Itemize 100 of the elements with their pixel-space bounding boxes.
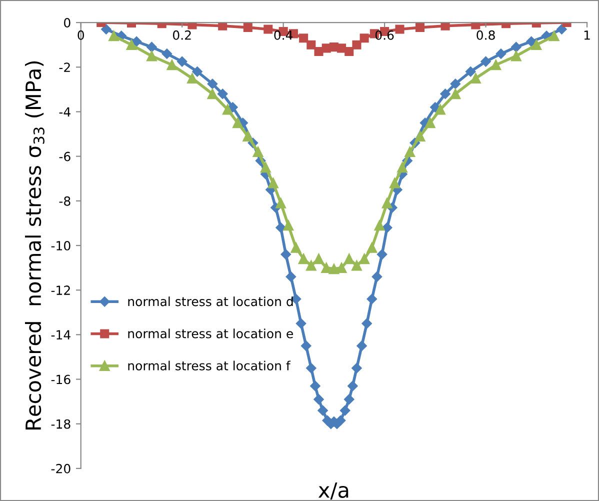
y-tick-label: -2 xyxy=(59,62,70,72)
point xyxy=(108,30,119,42)
point xyxy=(414,131,426,142)
point xyxy=(435,104,446,115)
point xyxy=(382,222,392,233)
point xyxy=(268,178,278,188)
point xyxy=(131,36,142,47)
point xyxy=(366,242,378,253)
point xyxy=(218,22,228,30)
point xyxy=(344,394,354,404)
point xyxy=(314,254,324,264)
point xyxy=(306,260,316,271)
point xyxy=(252,146,264,158)
point xyxy=(395,24,404,34)
point xyxy=(344,254,354,264)
point xyxy=(480,56,491,67)
point xyxy=(344,47,354,56)
point xyxy=(276,222,286,233)
point xyxy=(510,50,522,62)
point xyxy=(382,198,392,208)
point xyxy=(366,294,378,304)
legend-label: normal stress at location e xyxy=(128,328,293,338)
point xyxy=(440,22,450,30)
point xyxy=(217,88,228,99)
point xyxy=(283,220,294,231)
point xyxy=(176,56,188,67)
point xyxy=(166,60,178,70)
point xyxy=(450,78,461,89)
point xyxy=(242,131,254,142)
y-axis-title: Recovered normal stress σ$_{33}$ (MPa) xyxy=(25,61,44,430)
point xyxy=(321,262,332,273)
point xyxy=(187,73,198,84)
x-axis-title: x/a xyxy=(318,482,348,500)
point xyxy=(511,42,522,52)
x-tick-label: 0.8 xyxy=(476,30,495,40)
point xyxy=(352,362,362,374)
point xyxy=(296,318,306,329)
x-tick-label: 0.2 xyxy=(172,30,191,40)
point xyxy=(222,104,233,115)
y-tick-label: -10 xyxy=(51,240,70,250)
point xyxy=(372,272,382,282)
point xyxy=(310,380,320,392)
point xyxy=(470,73,481,84)
y-tick-label: -8 xyxy=(59,196,70,206)
x-tick-label: 1 xyxy=(584,30,590,40)
point xyxy=(340,405,350,416)
point xyxy=(318,405,328,416)
point xyxy=(397,162,408,173)
y-tick-label: -14 xyxy=(51,330,70,340)
point xyxy=(314,394,324,404)
point xyxy=(300,340,312,351)
point xyxy=(335,415,346,426)
point xyxy=(146,42,157,52)
point xyxy=(424,118,436,128)
point xyxy=(232,118,243,128)
point xyxy=(243,22,252,32)
point xyxy=(299,34,308,43)
point xyxy=(496,48,506,59)
point xyxy=(286,272,296,282)
point xyxy=(336,262,347,273)
legend-label: normal stress at location d xyxy=(128,296,293,306)
y-tick-label: -20 xyxy=(51,464,70,474)
y-tick-label: -12 xyxy=(51,286,70,295)
point xyxy=(280,249,291,260)
y-tick-label: -6 xyxy=(59,152,70,162)
point xyxy=(450,88,461,100)
y-tick-label: -4 xyxy=(59,107,70,116)
point xyxy=(188,22,197,30)
point xyxy=(337,44,346,53)
point xyxy=(526,36,536,47)
y-tick-label: -16 xyxy=(51,374,70,384)
point xyxy=(101,24,112,34)
point xyxy=(306,40,316,50)
y-tick-label: 0 xyxy=(64,18,70,28)
point xyxy=(328,264,340,274)
legend-label: normal stress at location f xyxy=(128,360,291,370)
point xyxy=(360,34,369,43)
point xyxy=(314,47,324,56)
point xyxy=(352,260,362,271)
point xyxy=(276,198,286,208)
point xyxy=(356,340,367,351)
point xyxy=(207,78,218,89)
point xyxy=(162,48,172,59)
point xyxy=(359,254,370,264)
x-tick-label: 0 xyxy=(78,30,84,40)
point xyxy=(146,50,157,62)
point xyxy=(389,178,400,188)
point xyxy=(374,220,385,231)
point xyxy=(290,242,302,253)
point xyxy=(376,249,388,260)
point xyxy=(264,24,273,34)
point xyxy=(207,88,218,100)
point xyxy=(352,40,362,50)
x-tick-label: 0.4 xyxy=(274,30,293,40)
point xyxy=(471,22,480,30)
point xyxy=(126,40,137,50)
point xyxy=(548,30,560,42)
point xyxy=(556,24,567,34)
point xyxy=(404,146,416,158)
point xyxy=(306,362,316,374)
